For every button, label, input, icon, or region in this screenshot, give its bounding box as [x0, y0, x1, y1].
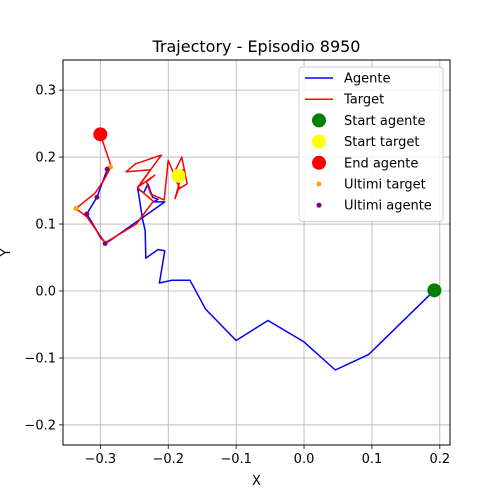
legend-swatch-end-agente	[312, 156, 326, 170]
marker-ultimi-agente	[94, 195, 99, 200]
y-tick-label: 0.3	[35, 84, 56, 99]
marker-ultimi-agente	[105, 167, 110, 172]
x-tick-label: 0.1	[362, 452, 383, 467]
series-line-target	[76, 134, 187, 243]
marker-end-agente	[93, 127, 107, 141]
legend-swatch-start-target	[312, 135, 326, 149]
legend-swatch-ultimi-agente	[317, 203, 322, 208]
legend-label-end-agente: End agente	[344, 156, 418, 171]
marker-ultimi-agente	[103, 241, 108, 246]
legend-swatch-ultimi-target	[317, 182, 322, 187]
legend: Agente Target Start agente Start target End …	[299, 67, 443, 221]
legend-label-start-agente: Start agente	[344, 114, 425, 129]
legend-label-ultimi-target: Ultimi target	[344, 178, 426, 193]
legend-label-ultimi-agente: Ultimi agente	[344, 199, 432, 214]
x-axis-title: X	[252, 474, 261, 489]
legend-label-target: Target	[343, 93, 384, 108]
y-tick-label: −0.1	[24, 351, 56, 366]
x-tick-label: −0.1	[220, 452, 252, 467]
legend-swatch-start-agente	[312, 113, 326, 127]
x-tick-label: −0.3	[85, 452, 117, 467]
y-axis-title: Y	[0, 248, 14, 257]
x-tick-label: 0.0	[294, 452, 315, 467]
marker-ultimi-target	[73, 206, 78, 211]
legend-label-agente: Agente	[344, 72, 390, 87]
legend-label-start-target: Start target	[344, 135, 419, 150]
x-tick-label: 0.2	[429, 452, 450, 467]
y-tick-label: 0.1	[35, 218, 56, 233]
chart-title: Trajectory - Episodio 8950	[152, 37, 361, 56]
y-tick-label: −0.2	[24, 418, 56, 433]
marker-start-target	[171, 169, 185, 183]
x-tick-label: −0.2	[152, 452, 184, 467]
y-tick-label: 0.2	[35, 151, 56, 166]
y-tick-label: 0.0	[35, 285, 56, 300]
marker-ultimi-agente	[84, 212, 89, 217]
marker-start-agente	[427, 283, 441, 297]
